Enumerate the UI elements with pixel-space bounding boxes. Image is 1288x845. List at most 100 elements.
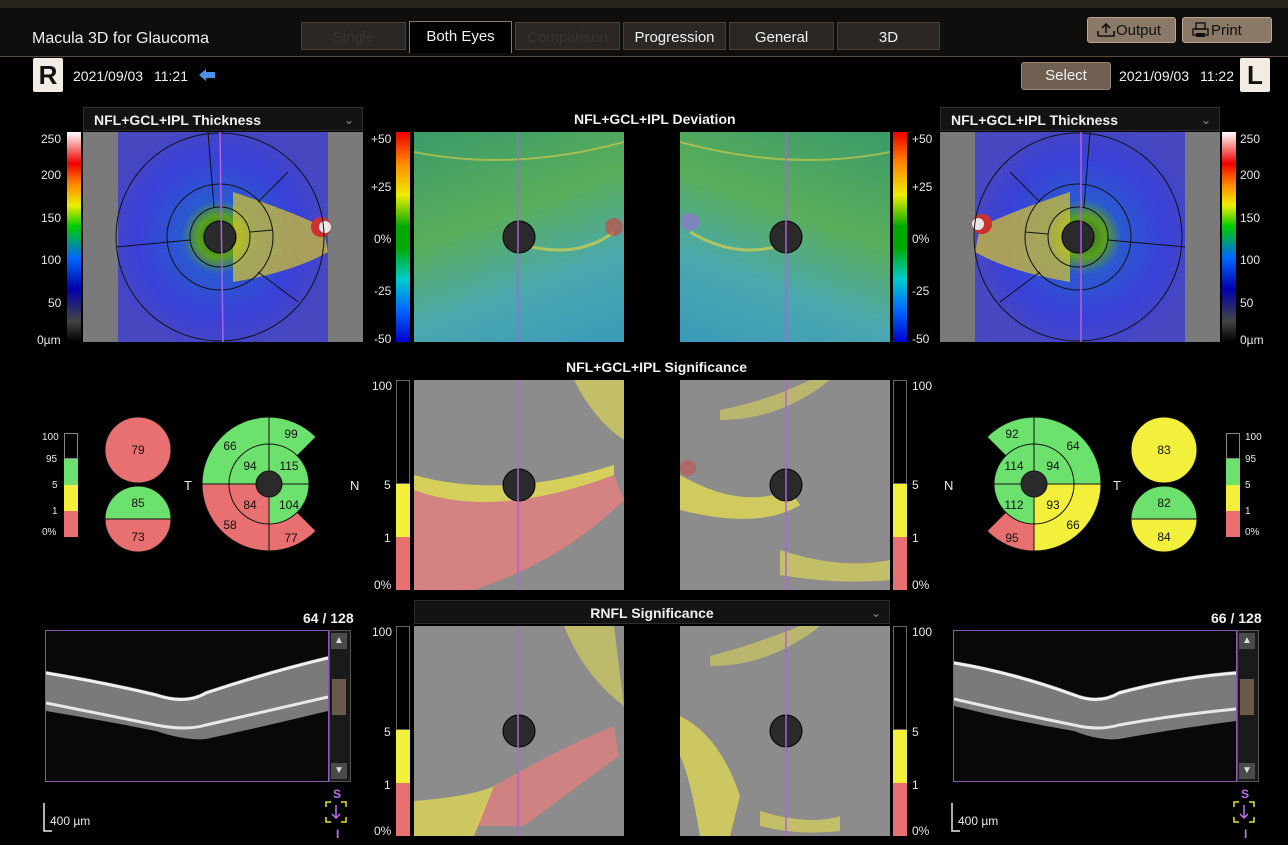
deviation-tick: -25 <box>374 284 392 298</box>
significance-scale-right <box>396 380 410 590</box>
sector-scale-tick: 100 <box>1245 432 1262 443</box>
sector-scale-right <box>64 433 78 537</box>
print-button[interactable]: Print <box>1182 17 1272 43</box>
scroll-thumb[interactable] <box>332 679 346 715</box>
deviation-tick: -50 <box>912 332 930 346</box>
sector-scale-tick: 95 <box>46 454 58 465</box>
right-eye-time: 11:21 <box>154 68 188 84</box>
thickness-tick: 100 <box>1240 253 1261 267</box>
hemisphere-chart-left <box>1130 416 1198 553</box>
deviation-scale-right <box>396 132 410 342</box>
sector-scale-tick: 0% <box>1245 527 1260 538</box>
orientation-icon <box>1233 801 1255 823</box>
orientation-icon <box>325 801 347 823</box>
significance-scale-left <box>893 380 907 590</box>
sector-value: 104 <box>278 498 300 512</box>
sector-value: 99 <box>284 427 298 441</box>
oct-scrollbar-right[interactable]: ▲ ▼ <box>329 630 351 782</box>
thickness-tick: 150 <box>41 211 62 225</box>
oct-slice-number-left: 66 / 128 <box>1211 610 1262 626</box>
scroll-thumb[interactable] <box>1240 679 1254 715</box>
thickness-tick: 0µm <box>37 333 61 347</box>
sector-value: 84 <box>243 498 257 512</box>
deviation-map-right <box>414 132 624 342</box>
scroll-up-icon[interactable]: ▲ <box>1239 633 1255 649</box>
rnfl-tick: 100 <box>912 625 933 639</box>
deviation-tick: 0% <box>374 232 392 246</box>
thickness-tick: 250 <box>41 132 62 146</box>
hemisphere-chart-right <box>104 416 172 553</box>
app-title: Macula 3D for Glaucoma <box>32 30 209 47</box>
oct-bscan-right <box>45 630 329 782</box>
thickness-tick: 0µm <box>1240 333 1264 347</box>
scroll-down-icon[interactable]: ▼ <box>1239 763 1255 779</box>
tab-progression[interactable]: Progression <box>623 22 726 50</box>
nasal-label: N <box>944 478 954 493</box>
tab-3d[interactable]: 3D <box>837 22 940 50</box>
thickness-tick: 100 <box>41 253 62 267</box>
rnfl-tick: 0% <box>912 824 930 838</box>
orientation-superior: S <box>333 787 342 801</box>
rnfl-tick: 1 <box>912 778 919 792</box>
sector-value: 95 <box>1005 531 1019 545</box>
thickness-dropdown-left[interactable]: NFL+GCL+IPL Thickness ⌄ <box>940 107 1220 131</box>
sector-chart-right <box>201 416 317 552</box>
thickness-map-left <box>940 132 1220 342</box>
rnfl-map-left <box>680 626 890 836</box>
tab-single[interactable]: Single <box>301 22 406 50</box>
sector-value: 93 <box>1046 498 1060 512</box>
left-eye-date: 2021/09/03 <box>1119 68 1190 84</box>
tab-comparison[interactable]: Comparison <box>515 22 620 50</box>
significance-map-left <box>680 380 890 590</box>
left-eye-badge: L <box>1240 58 1270 92</box>
sector-value: 83 <box>1157 443 1171 457</box>
thickness-title-left: NFL+GCL+IPL Thickness <box>951 112 1119 128</box>
sector-value: 114 <box>1004 459 1024 473</box>
sector-value: 94 <box>243 459 257 473</box>
scale-bar-label: 400 µm <box>958 814 999 828</box>
sector-scale-tick: 0% <box>42 527 57 538</box>
thickness-tick: 50 <box>48 296 62 310</box>
chevron-down-icon: ⌄ <box>343 113 354 127</box>
window-top-bar <box>0 0 1288 8</box>
rnfl-title: RNFL Significance <box>590 605 714 621</box>
orientation-inferior: I <box>336 827 340 841</box>
scroll-up-icon[interactable]: ▲ <box>331 633 347 649</box>
left-eye-time: 11:22 <box>1200 68 1234 84</box>
oct-scrollbar-left[interactable]: ▲ ▼ <box>1237 630 1259 782</box>
thickness-dropdown-right[interactable]: NFL+GCL+IPL Thickness ⌄ <box>83 107 363 131</box>
tab-general[interactable]: General <box>729 22 834 50</box>
scroll-down-icon[interactable]: ▼ <box>331 763 347 779</box>
deviation-scale-left <box>893 132 907 342</box>
deviation-tick: 0% <box>912 232 930 246</box>
deviation-tick: +25 <box>371 180 392 194</box>
output-icon <box>1097 22 1115 37</box>
scale-bar-icon <box>951 803 960 832</box>
sector-scale-tick: 5 <box>1245 480 1251 491</box>
thickness-tick: 200 <box>41 168 62 182</box>
significance-tick: 100 <box>912 379 933 393</box>
thickness-tick: 250 <box>1240 132 1261 146</box>
sector-value: 92 <box>1005 427 1019 441</box>
chevron-down-icon: ⌄ <box>870 606 881 620</box>
print-label: Print <box>1211 22 1242 39</box>
oct-bscan-left <box>953 630 1237 782</box>
printer-icon <box>1192 22 1209 37</box>
arrow-left-icon[interactable] <box>198 68 216 82</box>
chevron-down-icon: ⌄ <box>1200 113 1211 127</box>
select-button[interactable]: Select <box>1021 62 1111 90</box>
rnfl-scale-right <box>396 626 410 836</box>
significance-map-right <box>414 380 624 590</box>
deviation-title: NFL+GCL+IPL Deviation <box>574 111 736 127</box>
thickness-tick: 200 <box>1240 168 1261 182</box>
rnfl-tick: 1 <box>384 778 391 792</box>
right-eye-badge: R <box>33 58 63 92</box>
sector-scale-tick: 95 <box>1245 454 1257 465</box>
rnfl-dropdown[interactable]: RNFL Significance ⌄ <box>414 600 890 624</box>
significance-tick: 5 <box>384 478 391 492</box>
thickness-tick: 50 <box>1240 296 1254 310</box>
tab-both-eyes[interactable]: Both Eyes <box>409 21 512 53</box>
sector-value: 94 <box>1046 459 1060 473</box>
output-button[interactable]: Output <box>1087 17 1176 43</box>
significance-tick: 0% <box>912 578 930 592</box>
